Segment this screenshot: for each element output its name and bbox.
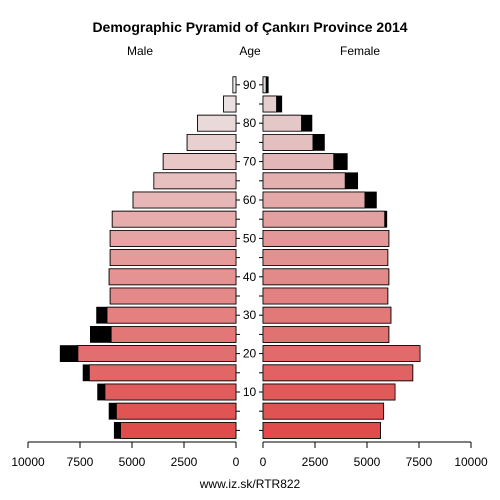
female-x-tick-label: 7500 [406, 455, 433, 469]
female-bar-25-29 [262, 325, 390, 343]
male-bar-45-49 [109, 249, 237, 267]
male-bar-50-54 [109, 229, 237, 247]
female-bar-30-34 [262, 306, 392, 324]
male-bar-90+ [232, 76, 237, 94]
female-header: Female [340, 44, 380, 58]
source-label: www.iz.sk/RTR822 [199, 477, 301, 491]
male-x-tick-label: 2500 [171, 455, 198, 469]
female-bar-50-54 [262, 229, 390, 247]
male-bar-5-9 [116, 402, 237, 420]
male-bar-60-64 [132, 191, 237, 209]
age-tick-label: 50 [243, 231, 257, 245]
chart-title: Demographic Pyramid of Çankırı Province … [92, 19, 407, 35]
male-x-tick-label: 7500 [67, 455, 94, 469]
male-bar-55-59 [111, 210, 237, 228]
male-bar-75-79 [186, 133, 237, 151]
female-bar-0-4 [262, 421, 381, 439]
age-tick-label: 10 [243, 385, 257, 399]
age-tick-label: 80 [243, 116, 257, 130]
female-bar-85-89 [262, 95, 277, 113]
female-bar-15-19 [262, 364, 414, 382]
male-bar-30-34 [106, 306, 237, 324]
age-tick-label: 20 [243, 347, 257, 361]
male-x-tick-label: 0 [233, 455, 240, 469]
female-x-tick-label: 0 [260, 455, 267, 469]
male-bar-20-24 [77, 345, 237, 363]
male-bar-25-29 [110, 325, 237, 343]
age-tick-label: 60 [243, 193, 257, 207]
age-header: Age [239, 44, 261, 58]
female-bar-55-59 [262, 210, 386, 228]
axes-group: 10 20 30 40 50 60 70 80 90 10000 7500 5000 2500 0 0 250… [11, 78, 488, 469]
female-bar-10-14 [262, 383, 396, 401]
male-bar-70-74 [162, 153, 237, 171]
female-x-tick-label: 2500 [302, 455, 329, 469]
female-x-tick-label: 5000 [354, 455, 381, 469]
female-bar-80-84 [262, 114, 302, 132]
male-bar-40-44 [108, 268, 237, 286]
age-tick-label: 70 [243, 155, 257, 169]
male-bar-80-84 [197, 114, 237, 132]
female-bar-35-39 [262, 287, 389, 305]
age-tick-label: 30 [243, 308, 257, 322]
male-x-tick-label: 5000 [119, 455, 146, 469]
male-bar-15-19 [88, 364, 237, 382]
age-tick-label: 40 [243, 270, 257, 284]
female-bar-40-44 [262, 268, 390, 286]
female-bar-90+ [262, 76, 267, 94]
male-bar-0-4 [120, 421, 237, 439]
female-bar-70-74 [262, 153, 335, 171]
male-bar-85-89 [223, 95, 237, 113]
female-bar-5-9 [262, 402, 385, 420]
male-header: Male [127, 44, 153, 58]
female-bar-75-79 [262, 133, 314, 151]
male-bar-35-39 [109, 287, 237, 305]
male-bar-10-14 [104, 383, 237, 401]
female-bar-45-49 [262, 249, 389, 267]
female-x-tick-label: 10000 [454, 455, 488, 469]
male-bar-65-69 [153, 172, 237, 190]
female-bar-65-69 [262, 172, 346, 190]
age-tick-label: 90 [243, 78, 257, 92]
female-bar-60-64 [262, 191, 366, 209]
bars-group [59, 76, 421, 439]
female-bar-20-24 [262, 345, 421, 363]
male-x-tick-label: 10000 [11, 455, 45, 469]
